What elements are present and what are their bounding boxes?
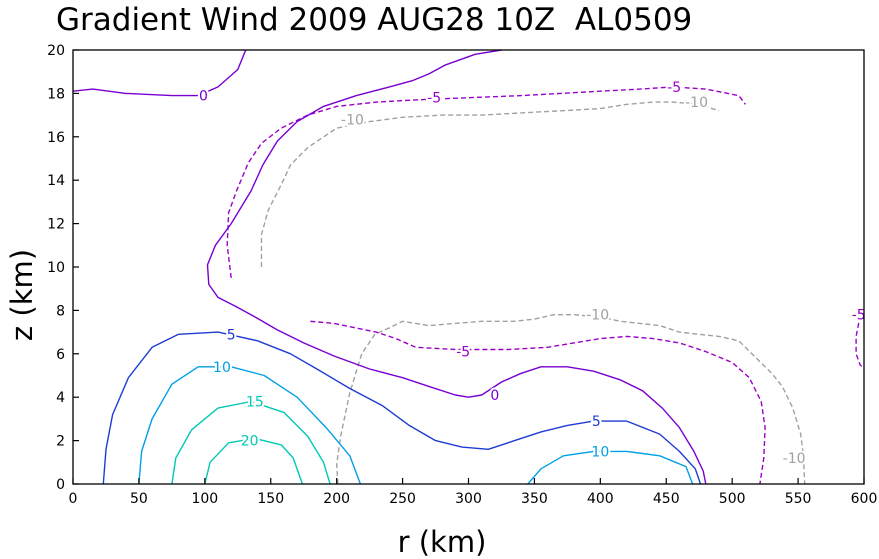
contour-label: -5 [852, 308, 866, 324]
y-tick-label: 6 [56, 347, 65, 363]
contour-line-10 [138, 366, 362, 485]
contour-label: 5 [592, 414, 601, 430]
y-tick-label: 10 [47, 260, 65, 276]
contour-label: -5 [667, 80, 681, 96]
y-axis-ticks: 0 2 4 6 8 10 12 14 16 18 20 [47, 43, 79, 493]
x-tick-label: 250 [389, 491, 416, 507]
contour-label: 0 [490, 388, 499, 404]
y-tick-label: 0 [56, 477, 65, 493]
contour-label: -10 [783, 451, 806, 467]
y-tick-label: 2 [56, 434, 65, 450]
contour-label: -10 [586, 308, 609, 324]
x-tick-label: 450 [653, 491, 680, 507]
contour-line-5 [102, 331, 702, 485]
y-axis-label: z (km) [5, 249, 39, 341]
y-tick-label: 14 [47, 173, 65, 189]
contour-line-10 [527, 450, 694, 485]
y-tick-label: 4 [56, 390, 65, 406]
contour-lines [72, 49, 865, 485]
x-tick-label: 400 [587, 491, 614, 507]
contour-line-20 [204, 437, 304, 485]
x-axis-label: r (km) [398, 525, 487, 559]
contour-line--10 [260, 101, 720, 267]
contour-label: 20 [241, 434, 259, 450]
x-tick-label: 600 [851, 491, 878, 507]
contour-line-0 [206, 49, 707, 485]
chart-title: Gradient Wind 2009 AUG28 10Z AL0509 [56, 2, 692, 38]
x-tick-label: 500 [719, 491, 746, 507]
y-tick-label: 12 [47, 217, 65, 233]
x-tick-label: 100 [191, 491, 218, 507]
x-tick-label: 200 [323, 491, 350, 507]
x-tick-label: 150 [257, 491, 284, 507]
y-tick-label: 8 [56, 303, 65, 319]
contour-line--5 [310, 320, 766, 485]
x-tick-label: 350 [521, 491, 548, 507]
contour-label: 10 [591, 444, 609, 460]
contour-label: -5 [456, 345, 470, 361]
y-tick-label: 20 [47, 43, 65, 59]
contour-label: 0 [199, 89, 208, 105]
y-tick-label: 16 [47, 130, 65, 146]
contour-label: 5 [227, 327, 236, 343]
x-axis-ticks: 0 50 100 150 200 250 300 350 400 450 500 550 600 [69, 478, 878, 507]
contour-line-0 [72, 49, 247, 97]
contour-label: 10 [213, 360, 231, 376]
contour-line-15 [171, 400, 331, 485]
contour-label: -10 [685, 95, 708, 111]
contour-label: -10 [341, 112, 364, 128]
contour-line--5 [855, 316, 865, 370]
x-tick-label: 50 [130, 491, 148, 507]
contour-label: 15 [246, 395, 264, 411]
x-tick-label: 0 [69, 491, 78, 507]
contour-label: -5 [427, 91, 441, 107]
y-tick-label: 18 [47, 86, 65, 102]
contour-line--10 [336, 314, 806, 485]
x-tick-label: 550 [785, 491, 812, 507]
contour-line--5 [226, 86, 746, 278]
x-tick-label: 300 [455, 491, 482, 507]
